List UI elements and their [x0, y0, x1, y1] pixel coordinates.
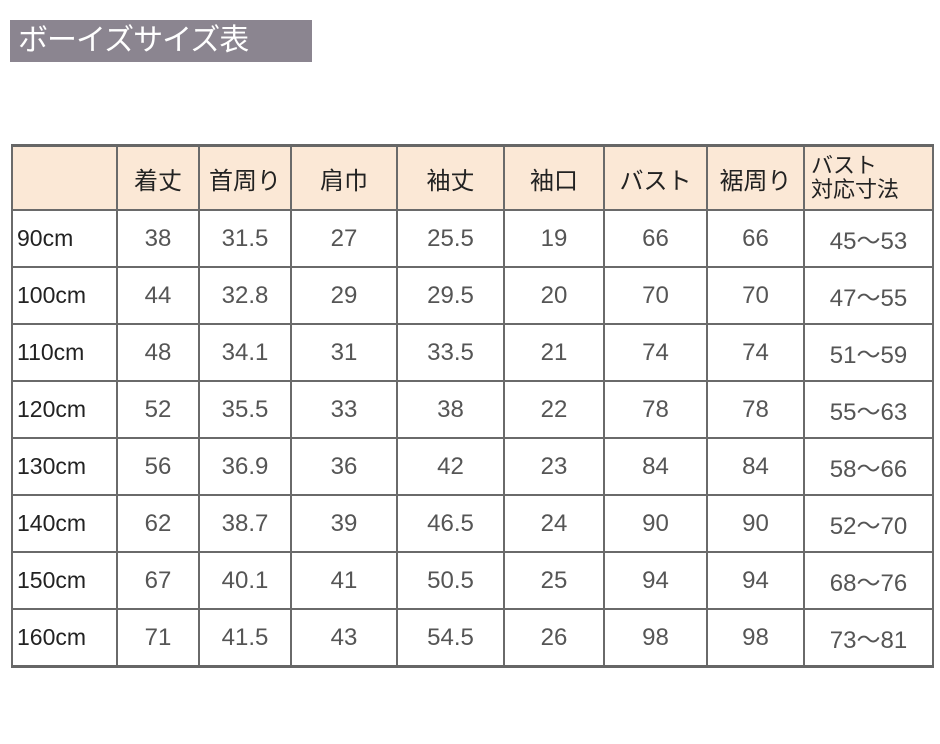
header-line: 対応寸法	[811, 177, 900, 202]
table-row: 110cm 48 34.1 31 33.5 21 74 74 51～59	[11, 323, 934, 382]
header-cell: 袖丈	[396, 144, 505, 211]
table-cell: 39	[290, 494, 398, 553]
page-title: ボーイズサイズ表	[10, 20, 312, 62]
table-cell: 44	[116, 266, 200, 325]
size-label: 130cm	[11, 437, 118, 496]
header-cell: 着丈	[116, 144, 200, 211]
table-cell: 45～53	[803, 209, 934, 268]
table-cell: 22	[503, 380, 605, 439]
table-cell: 73～81	[803, 608, 934, 668]
table-cell: 25.5	[396, 209, 505, 268]
table-cell: 23	[503, 437, 605, 496]
table-cell: 84	[603, 437, 708, 496]
table-cell: 55～63	[803, 380, 934, 439]
size-table: 着丈 首周り 肩巾 袖丈 袖口 バスト 裾周り バスト 対応寸法 90cm 38 31…	[11, 144, 934, 668]
table-cell: 62	[116, 494, 200, 553]
table-cell: 90	[706, 494, 805, 553]
table-row: 90cm 38 31.5 27 25.5 19 66 66 45～53	[11, 209, 934, 268]
table-cell: 68～76	[803, 551, 934, 610]
table-cell: 74	[706, 323, 805, 382]
table-cell: 70	[603, 266, 708, 325]
table-row: 120cm 52 35.5 33 38 22 78 78 55～63	[11, 380, 934, 439]
header-row: 着丈 首周り 肩巾 袖丈 袖口 バスト 裾周り バスト 対応寸法	[11, 144, 934, 211]
table-cell: 33.5	[396, 323, 505, 382]
table-row: 100cm 44 32.8 29 29.5 20 70 70 47～55	[11, 266, 934, 325]
table-cell: 70	[706, 266, 805, 325]
table-cell: 94	[603, 551, 708, 610]
size-label: 100cm	[11, 266, 118, 325]
table-cell: 50.5	[396, 551, 505, 610]
table-cell: 31	[290, 323, 398, 382]
table-cell: 29	[290, 266, 398, 325]
table-cell: 31.5	[198, 209, 292, 268]
header-cell: バスト	[603, 144, 708, 211]
size-label: 90cm	[11, 209, 118, 268]
size-label: 120cm	[11, 380, 118, 439]
table-cell: 43	[290, 608, 398, 668]
table-row: 150cm 67 40.1 41 50.5 25 94 94 68～76	[11, 551, 934, 610]
table-cell: 38.7	[198, 494, 292, 553]
header-cell: 肩巾	[290, 144, 398, 211]
header-cell: 首周り	[198, 144, 292, 211]
header-cell-empty	[11, 144, 118, 211]
table-cell: 38	[396, 380, 505, 439]
table-cell: 71	[116, 608, 200, 668]
table-cell: 90	[603, 494, 708, 553]
table-cell: 38	[116, 209, 200, 268]
table-cell: 48	[116, 323, 200, 382]
table-cell: 32.8	[198, 266, 292, 325]
table-cell: 47～55	[803, 266, 934, 325]
header-cell: 裾周り	[706, 144, 805, 211]
table-cell: 46.5	[396, 494, 505, 553]
table-cell: 66	[603, 209, 708, 268]
table-cell: 21	[503, 323, 605, 382]
table-cell: 26	[503, 608, 605, 668]
table-cell: 54.5	[396, 608, 505, 668]
table-cell: 51～59	[803, 323, 934, 382]
table-cell: 25	[503, 551, 605, 610]
size-label: 160cm	[11, 608, 118, 668]
table-row: 130cm 56 36.9 36 42 23 84 84 58～66	[11, 437, 934, 496]
table-cell: 52～70	[803, 494, 934, 553]
table-cell: 56	[116, 437, 200, 496]
table-cell: 98	[603, 608, 708, 668]
table-cell: 36.9	[198, 437, 292, 496]
header-line: バスト	[811, 153, 878, 178]
table-cell: 78	[603, 380, 708, 439]
size-label: 150cm	[11, 551, 118, 610]
table-cell: 74	[603, 323, 708, 382]
size-label: 110cm	[11, 323, 118, 382]
table-cell: 20	[503, 266, 605, 325]
table-cell: 98	[706, 608, 805, 668]
header-cell-bust-range: バスト 対応寸法	[803, 144, 934, 211]
table-cell: 35.5	[198, 380, 292, 439]
table-cell: 52	[116, 380, 200, 439]
table-cell: 41	[290, 551, 398, 610]
table-cell: 34.1	[198, 323, 292, 382]
table-cell: 66	[706, 209, 805, 268]
table-cell: 94	[706, 551, 805, 610]
table-cell: 58～66	[803, 437, 934, 496]
table-cell: 78	[706, 380, 805, 439]
table-cell: 27	[290, 209, 398, 268]
table-row: 160cm 71 41.5 43 54.5 26 98 98 73～81	[11, 608, 934, 668]
table-cell: 29.5	[396, 266, 505, 325]
size-label: 140cm	[11, 494, 118, 553]
table-cell: 40.1	[198, 551, 292, 610]
table-cell: 41.5	[198, 608, 292, 668]
table-cell: 24	[503, 494, 605, 553]
table-cell: 33	[290, 380, 398, 439]
table-row: 140cm 62 38.7 39 46.5 24 90 90 52～70	[11, 494, 934, 553]
table-cell: 42	[396, 437, 505, 496]
table-cell: 67	[116, 551, 200, 610]
table-cell: 84	[706, 437, 805, 496]
table-cell: 19	[503, 209, 605, 268]
header-cell: 袖口	[503, 144, 605, 211]
table-cell: 36	[290, 437, 398, 496]
